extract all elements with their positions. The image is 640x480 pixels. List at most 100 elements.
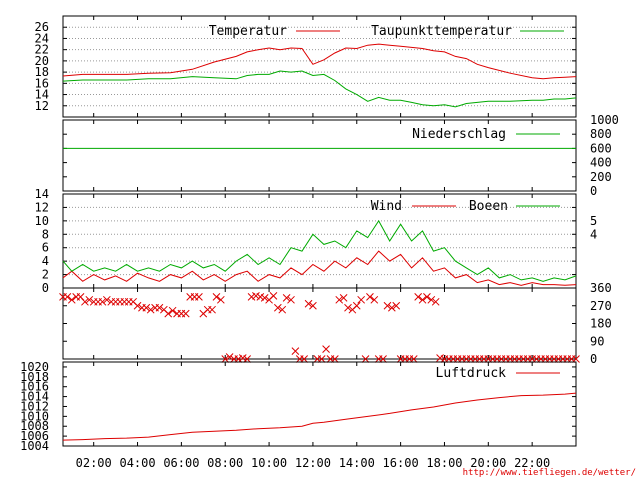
x-tick-label: 10:00 <box>251 456 287 470</box>
wind-direction-point <box>212 293 221 301</box>
wind-direction-point <box>273 303 282 312</box>
y-tick-label: 600 <box>590 141 612 155</box>
legend-label: Wind <box>371 199 402 214</box>
panel-wind-direction: 0 90 180 270 360 <box>59 281 612 366</box>
y-tick-label: 1020 <box>20 360 49 374</box>
y-tick-label: 22 <box>35 43 49 57</box>
wind-direction-point <box>269 292 278 300</box>
legend-label: Boeen <box>469 199 508 214</box>
wind-direction-point <box>195 293 203 301</box>
wind-direction-point <box>81 297 89 306</box>
wind-direction-point <box>409 355 418 363</box>
wind-direction-point <box>339 294 348 302</box>
wind-direction-point <box>352 301 361 310</box>
wind-direction-point <box>387 303 396 312</box>
wind-direction-point <box>164 309 173 318</box>
wind-direction-point <box>225 353 234 361</box>
wind-direction-point <box>67 295 76 304</box>
legend-label: Temperatur <box>209 24 287 39</box>
x-tick-label: 08:00 <box>207 456 243 470</box>
panel-frame <box>62 287 577 360</box>
y-tick-label: 1000 <box>590 113 619 127</box>
y-tick-label: 180 <box>590 317 612 331</box>
y-tick-label: 2 <box>42 268 49 282</box>
y-tick-label: 1006 <box>20 429 49 443</box>
x-tick-label: 18:00 <box>426 456 462 470</box>
wind-direction-point <box>366 293 374 301</box>
y-tick-label: 1012 <box>20 399 49 413</box>
legend-label: Niederschlag <box>412 127 506 142</box>
y-tick-label: 270 <box>590 299 612 313</box>
wind-direction-point <box>291 347 300 355</box>
wind-direction-point <box>181 309 190 318</box>
legend-label: Taupunkttemperatur <box>371 24 512 39</box>
y-tick-label: 24 <box>35 31 49 45</box>
y-tick-label: 1016 <box>20 380 49 394</box>
x-tick-label: 22:00 <box>514 456 550 470</box>
wind-direction-point <box>431 297 440 306</box>
series-line-luftdruck <box>62 392 577 441</box>
legend-label: Luftdruck <box>436 366 507 381</box>
wind-direction-point <box>85 295 94 304</box>
wind-direction-point <box>304 299 313 308</box>
credit-link[interactable]: http://www.tiefliegen.de/wetter/ <box>463 468 636 478</box>
wind-direction-point <box>357 295 366 304</box>
wind-direction-point <box>322 345 330 353</box>
wind-direction-point <box>168 306 177 315</box>
y-tick-label: 1014 <box>20 390 49 404</box>
wind-direction-point <box>317 355 326 363</box>
y-tick-label: 400 <box>590 156 612 170</box>
x-tick-label: 02:00 <box>76 456 112 470</box>
wind-direction-point <box>243 355 252 363</box>
wind-direction-point <box>300 355 309 363</box>
wind-direction-point <box>335 295 344 304</box>
wind-direction-point <box>63 293 72 301</box>
series-line-boeen <box>62 219 577 282</box>
wind-direction-point <box>278 305 287 314</box>
y-tick-label: 8 <box>42 227 49 241</box>
wind-direction-point <box>155 303 164 312</box>
wind-direction-point <box>572 355 580 363</box>
y-tick-label: 1004 <box>20 439 49 453</box>
wind-direction-point <box>142 303 151 312</box>
y-tick-label: 18 <box>35 65 49 79</box>
y-tick-label: 1018 <box>20 370 49 384</box>
y-tick-label: 90 <box>590 334 604 348</box>
wind-direction-point <box>423 293 431 301</box>
wind-direction-point <box>102 295 111 304</box>
y-tick-label: 12 <box>35 200 49 214</box>
series-line-taupunkttemperatur <box>62 70 577 108</box>
wind-direction-point <box>146 305 155 314</box>
wind-direction-point <box>98 297 107 306</box>
y-tick-label: 1010 <box>20 409 49 423</box>
y-tick-label: 800 <box>590 127 612 141</box>
x-tick-label: 14:00 <box>339 456 375 470</box>
wind-direction-point <box>282 294 291 302</box>
series-line-wind <box>62 250 577 286</box>
wind-direction-point <box>383 301 392 310</box>
y-tick-label: 14 <box>35 187 49 201</box>
y-tick-label: 4 <box>42 254 49 268</box>
series-line-temperatur <box>62 43 577 80</box>
wind-direction-point <box>370 295 379 304</box>
x-tick-label: 12:00 <box>295 456 331 470</box>
wind-direction-point <box>427 295 436 304</box>
panel-frame <box>62 119 577 192</box>
x-tick-label: 06:00 <box>163 456 199 470</box>
y-tick-label: 0 <box>590 184 597 198</box>
y2-tick-label: 4 <box>590 227 597 241</box>
y-tick-label: 360 <box>590 281 612 295</box>
wind-direction-point <box>287 295 295 304</box>
wind-direction-point <box>414 293 423 301</box>
wind-direction-point <box>133 301 142 310</box>
x-axis-ticks: 02:00 04:00 06:00 08:00 10:00 12:00 14:00 16:00… <box>76 456 551 470</box>
y-tick-label: 12 <box>35 99 49 113</box>
y-tick-label: 200 <box>590 170 612 184</box>
panel-frame <box>62 361 577 447</box>
